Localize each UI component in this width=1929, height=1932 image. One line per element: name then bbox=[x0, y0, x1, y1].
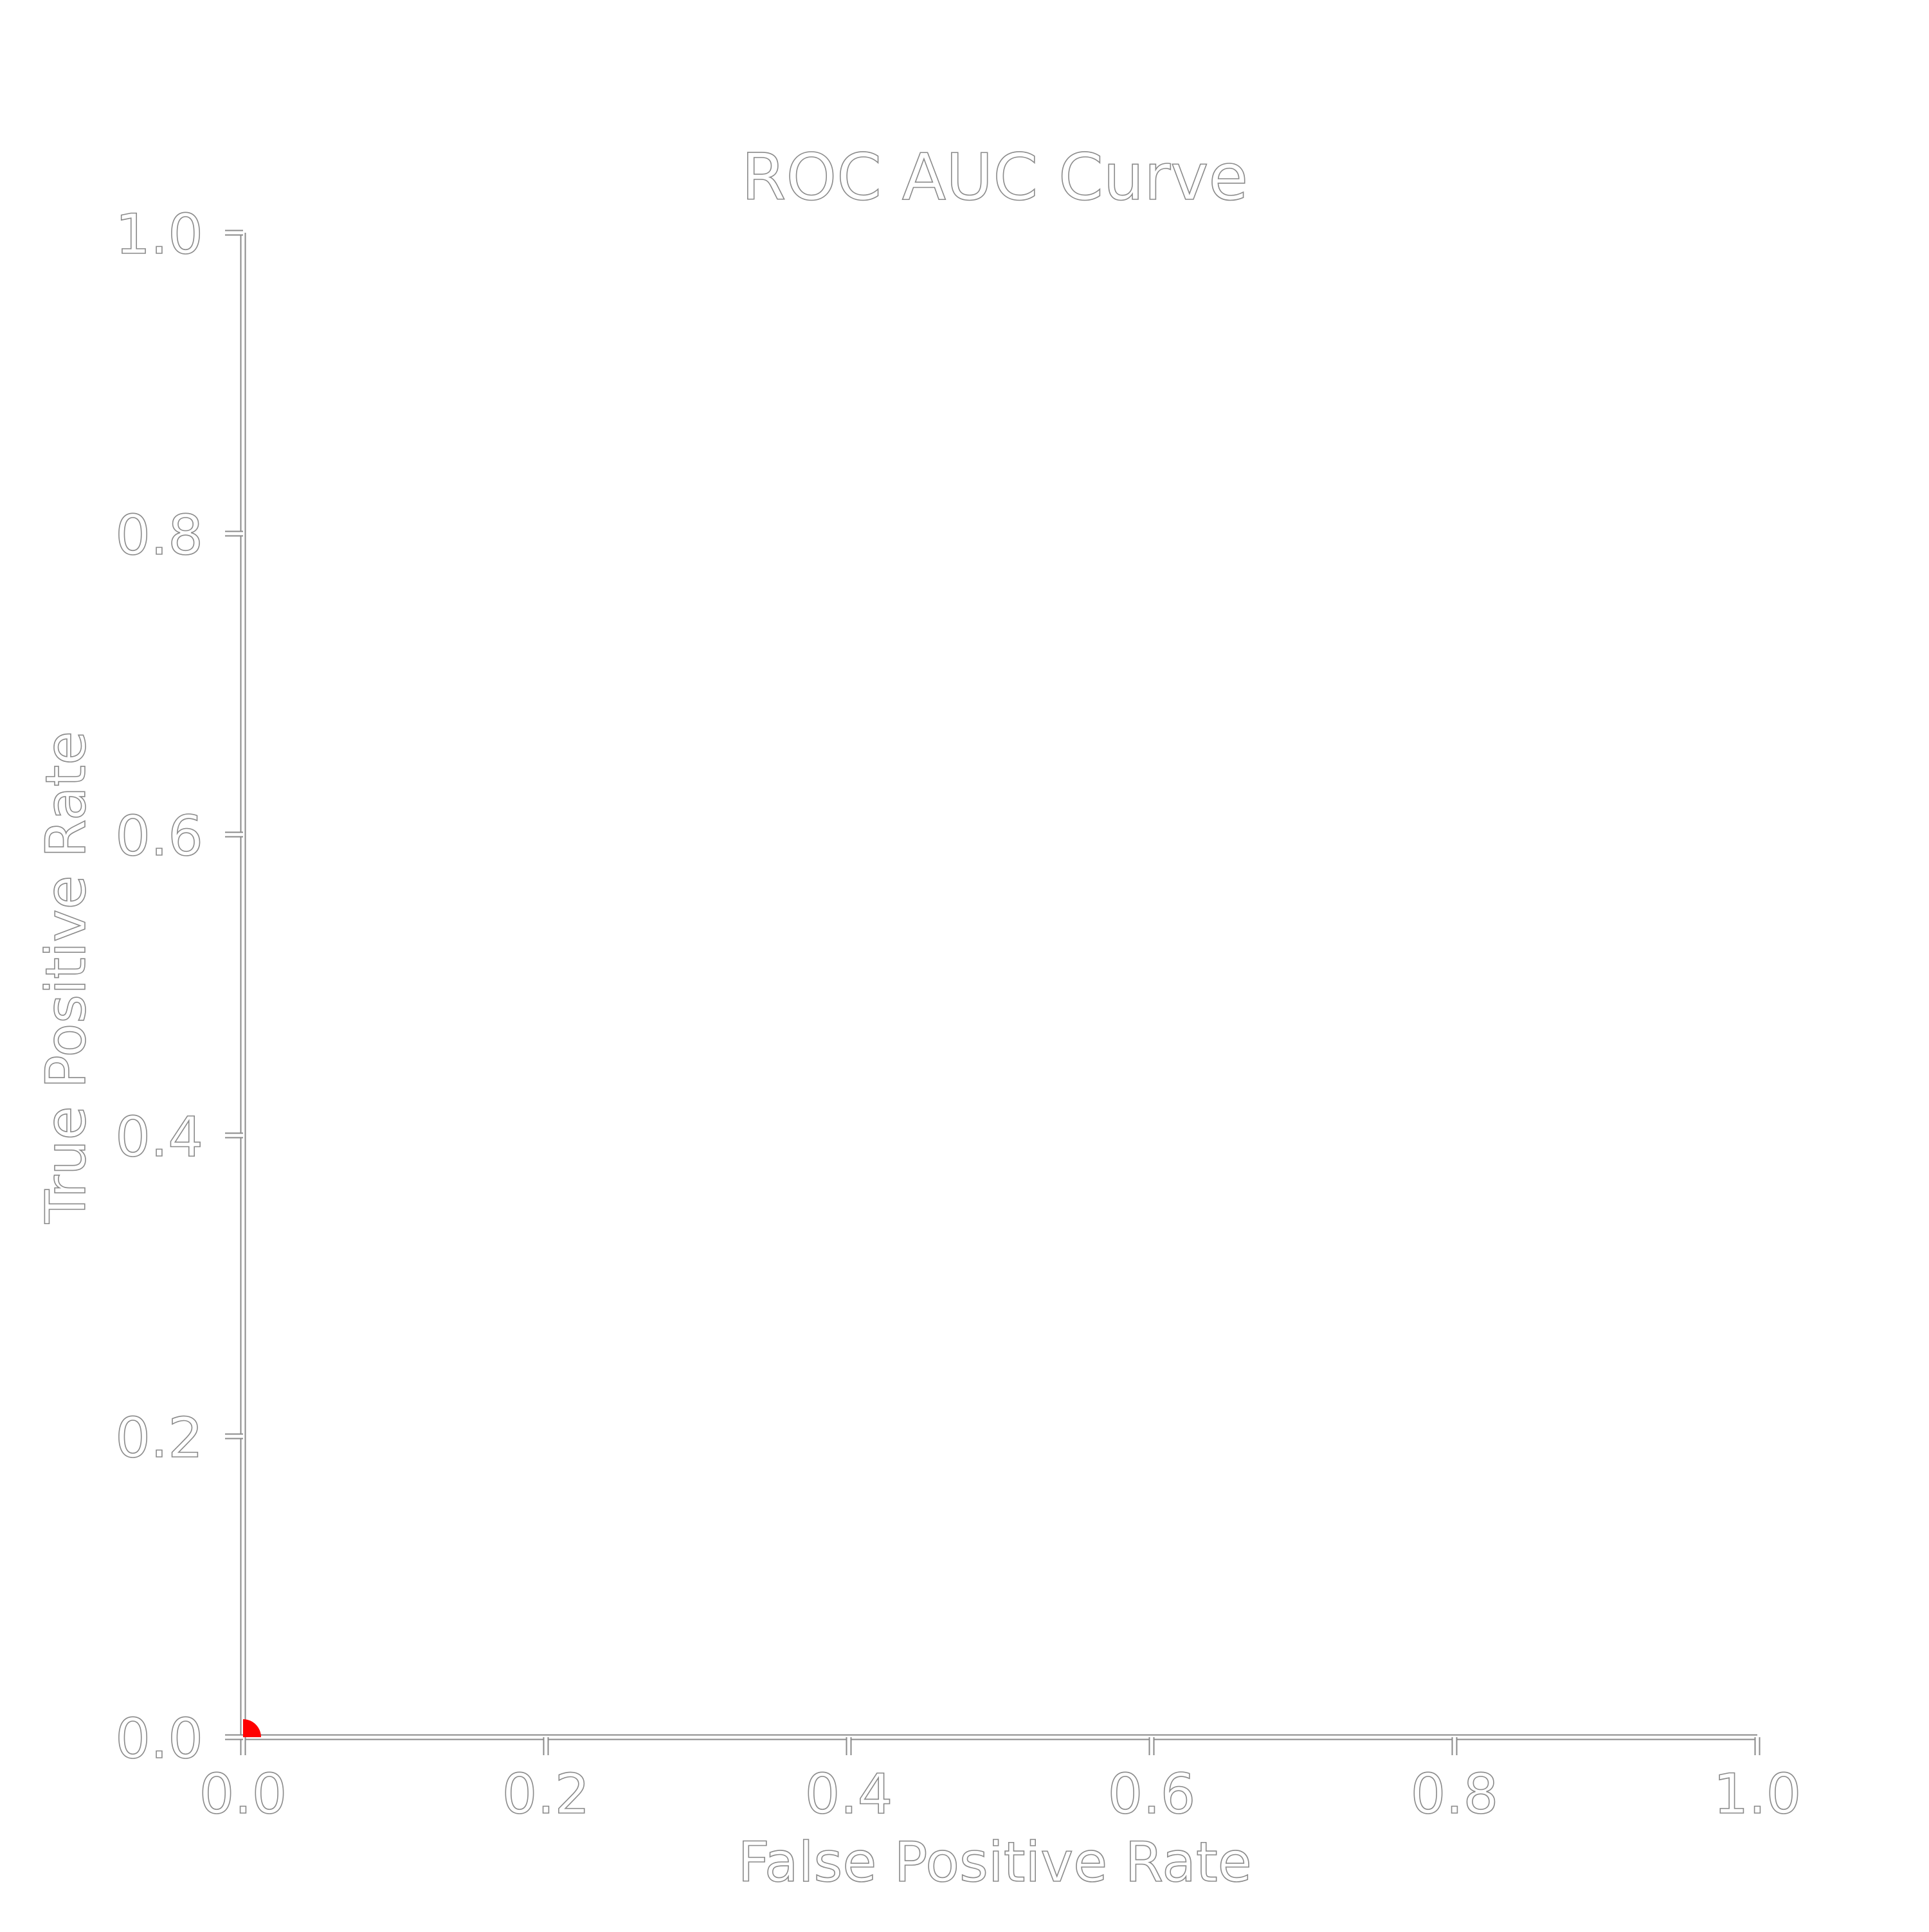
y-tick-label: 0.6 bbox=[115, 804, 203, 869]
axes bbox=[240, 233, 1757, 1740]
y-tick-label: 1.0 bbox=[115, 203, 203, 267]
y-tick-label: 0.2 bbox=[115, 1406, 203, 1470]
y-tick-label: 0.8 bbox=[115, 503, 203, 568]
y-axis-label: True Positive Rate bbox=[34, 731, 98, 1224]
tick-group: 0.0 0.2 0.4 0.6 0.8 1.0 0.0 0.2 0.4 0.6 0.8 1.0 bbox=[114, 202, 1802, 1827]
chart-title: ROC AUC Curve bbox=[741, 140, 1248, 215]
x-tick-label: 0.4 bbox=[805, 1762, 893, 1827]
data-marks bbox=[243, 1719, 261, 1737]
x-tick-label: 0.0 bbox=[199, 1762, 287, 1827]
data-point bbox=[243, 1719, 261, 1737]
y-tick-label: 0.4 bbox=[115, 1105, 203, 1169]
x-tick-label: 0.2 bbox=[502, 1762, 590, 1827]
x-axis-label: False Positive Rate bbox=[738, 1830, 1251, 1895]
x-tick-label: 0.6 bbox=[1108, 1762, 1196, 1827]
x-tick-label: 0.8 bbox=[1411, 1762, 1499, 1827]
x-tick-label: 1.0 bbox=[1714, 1762, 1802, 1827]
y-tick-label: 0.0 bbox=[115, 1707, 203, 1771]
